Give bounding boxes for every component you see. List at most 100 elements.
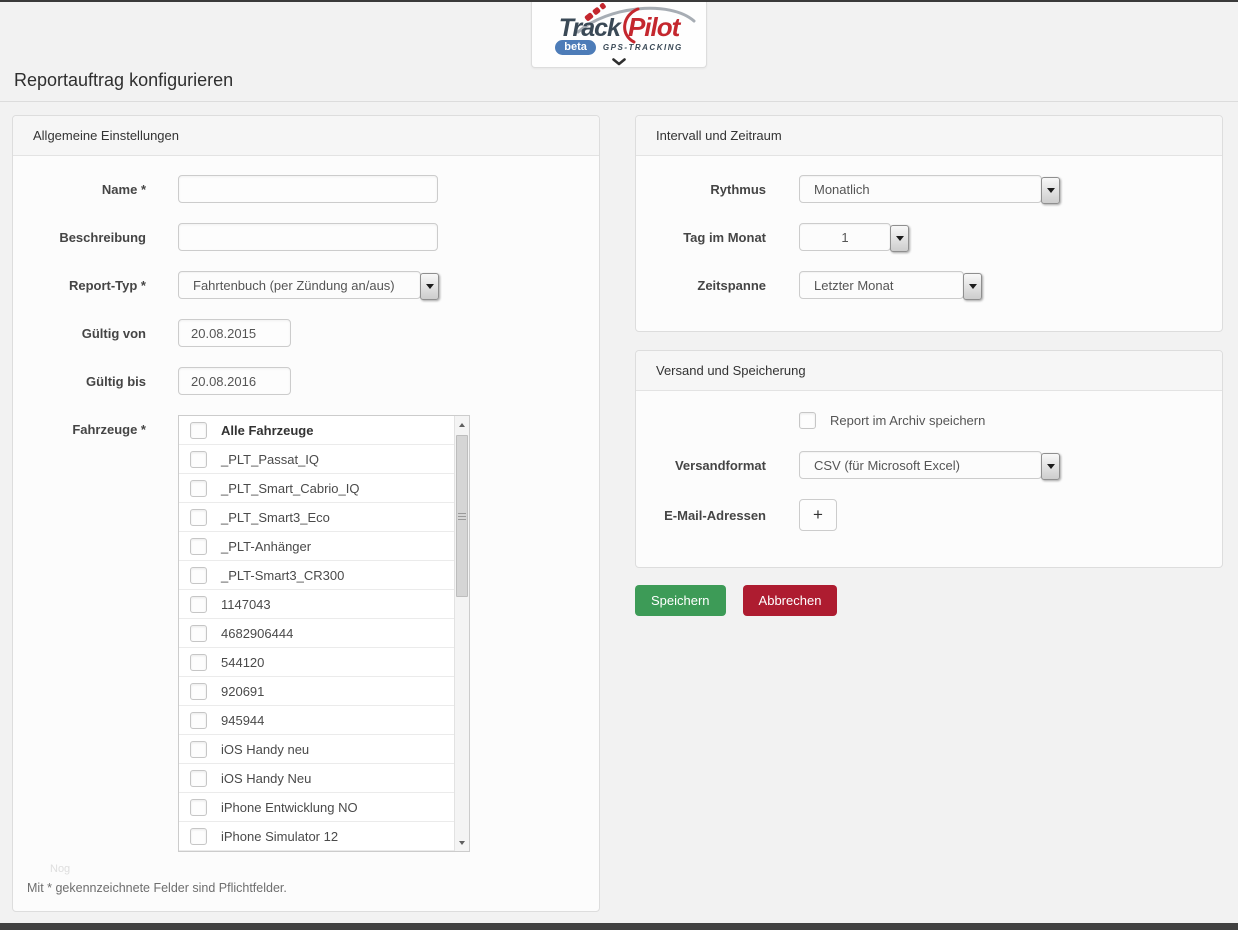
- gueltig-von-label: Gültig von: [81, 325, 146, 341]
- zeitspanne-value: Letzter Monat: [814, 277, 894, 293]
- vehicle-checkbox[interactable]: [190, 566, 207, 584]
- vehicle-checkbox[interactable]: [190, 479, 207, 497]
- logo-beta-badge: beta: [555, 40, 596, 55]
- versandformat-dropdown-arrow-icon[interactable]: [1041, 453, 1060, 480]
- vehicle-label: iOS Handy neu: [221, 741, 310, 757]
- logo-pilot-wrap: Pilot: [623, 7, 680, 44]
- scrollbar-thumb[interactable]: [456, 435, 468, 597]
- logo-subtitle: GPS-TRACKING: [602, 43, 683, 52]
- gueltig-bis-label: Gültig bis: [86, 373, 146, 389]
- report-typ-dropdown-arrow-icon[interactable]: [420, 273, 439, 300]
- vehicle-list: Alle Fahrzeuge _PLT_Passat_IQ _PLT_Smart…: [179, 416, 455, 851]
- report-typ-value: Fahrtenbuch (per Zündung an/aus): [193, 277, 395, 293]
- vehicle-row[interactable]: 920691: [179, 677, 455, 706]
- tag-im-monat-select[interactable]: 1: [799, 223, 909, 252]
- vehicle-row[interactable]: _PLT-Smart3_CR300: [179, 561, 455, 590]
- logo-track-text: Track: [558, 14, 621, 42]
- vehicle-row[interactable]: 945944: [179, 706, 455, 735]
- vehicle-listbox: Alle Fahrzeuge _PLT_Passat_IQ _PLT_Smart…: [178, 415, 470, 852]
- scroll-down-button[interactable]: [455, 834, 469, 851]
- vehicle-row[interactable]: Alle Fahrzeuge: [179, 416, 455, 445]
- vehicle-row[interactable]: 1147043: [179, 590, 455, 619]
- email-label: E-Mail-Adressen: [664, 507, 766, 523]
- tag-im-monat-dropdown-arrow-icon[interactable]: [890, 225, 909, 252]
- vehicle-checkbox[interactable]: [190, 624, 207, 642]
- vehicle-label: 1147043: [221, 596, 271, 612]
- vehicle-label: _PLT-Smart3_CR300: [221, 567, 345, 583]
- fahrzeuge-label: Fahrzeuge *: [72, 422, 146, 437]
- title-bar: Reportauftrag konfigurieren: [0, 64, 1238, 102]
- save-button[interactable]: Speichern: [635, 585, 726, 616]
- vehicle-checkbox[interactable]: [190, 653, 207, 671]
- rythmus-label: Rythmus: [710, 181, 766, 197]
- rythmus-dropdown-arrow-icon[interactable]: [1041, 177, 1060, 204]
- fahrzeuge-row: Fahrzeuge * Alle Fahrzeuge _PLT_Passat_I…: [13, 415, 599, 852]
- right-column: Intervall und Zeitraum Rythmus Monatlich…: [635, 115, 1223, 616]
- name-input[interactable]: [178, 175, 438, 203]
- scroll-up-button[interactable]: [455, 416, 469, 433]
- vehicle-checkbox[interactable]: [190, 769, 207, 787]
- vehicle-checkbox[interactable]: [190, 537, 207, 555]
- name-label: Name *: [101, 181, 146, 197]
- dispatch-panel-title: Versand und Speicherung: [636, 351, 1222, 391]
- zeitspanne-dropdown-arrow-icon[interactable]: [963, 273, 982, 300]
- bottom-border-bar: [0, 923, 1238, 930]
- general-settings-panel-title: Allgemeine Einstellungen: [13, 116, 599, 156]
- vehicle-checkbox[interactable]: [190, 508, 207, 526]
- vehicle-checkbox[interactable]: [190, 595, 207, 613]
- vehicle-label: 945944: [221, 712, 265, 728]
- zeitspanne-label: Zeitspanne: [697, 277, 766, 293]
- top-border-bar: [0, 0, 1238, 2]
- scroll-up-icon: [459, 422, 465, 427]
- vehicle-label: _PLT_Passat_IQ: [221, 451, 320, 467]
- vehicle-row[interactable]: _PLT_Smart_Cabrio_IQ: [179, 474, 455, 503]
- add-email-button[interactable]: +: [799, 499, 837, 531]
- name-row: Name *: [13, 175, 599, 203]
- rythmus-select[interactable]: Monatlich: [799, 175, 1060, 204]
- report-typ-row: Report-Typ * Fahrtenbuch (per Zündung an…: [13, 271, 599, 300]
- general-settings-panel: Allgemeine Einstellungen Name * Beschrei…: [12, 115, 600, 912]
- vehicle-checkbox[interactable]: [190, 827, 207, 845]
- vehicle-row[interactable]: iOS Handy Neu: [179, 764, 455, 793]
- chevron-down-icon[interactable]: [612, 58, 626, 66]
- vehicle-checkbox[interactable]: [190, 421, 207, 439]
- vehicle-row[interactable]: iOS Handy neu: [179, 735, 455, 764]
- zeitspanne-select[interactable]: Letzter Monat: [799, 271, 982, 300]
- vehicle-row[interactable]: _PLT_Smart3_Eco: [179, 503, 455, 532]
- gueltig-von-row: Gültig von: [13, 319, 599, 347]
- vehicle-row[interactable]: 4682906444: [179, 619, 455, 648]
- vehicle-row[interactable]: _PLT_Passat_IQ: [179, 445, 455, 474]
- vehicle-label: _PLT_Smart_Cabrio_IQ: [221, 480, 360, 496]
- vehicle-checkbox[interactable]: [190, 711, 207, 729]
- beschreibung-input[interactable]: [178, 223, 438, 251]
- logo: Track Pilot: [532, 7, 706, 44]
- report-typ-select[interactable]: Fahrtenbuch (per Zündung an/aus): [178, 271, 439, 300]
- versandformat-label: Versandformat: [674, 457, 766, 473]
- tag-im-monat-label: Tag im Monat: [683, 229, 766, 245]
- vehicle-checkbox[interactable]: [190, 798, 207, 816]
- versandformat-select[interactable]: CSV (für Microsoft Excel): [799, 451, 1060, 480]
- versandformat-value: CSV (für Microsoft Excel): [814, 457, 960, 473]
- interval-panel: Intervall und Zeitraum Rythmus Monatlich…: [635, 115, 1223, 332]
- gueltig-bis-input[interactable]: [178, 367, 291, 395]
- dispatch-panel: Versand und Speicherung Report im Archiv…: [635, 350, 1223, 568]
- archive-checkbox[interactable]: [799, 411, 816, 429]
- vehicle-row[interactable]: iPhone Simulator 12: [179, 822, 455, 851]
- beschreibung-label: Beschreibung: [59, 229, 146, 245]
- vehicle-list-scrollbar[interactable]: [454, 416, 469, 851]
- rythmus-value: Monatlich: [814, 181, 870, 197]
- scroll-down-icon: [459, 840, 465, 845]
- vehicle-row[interactable]: iPhone Entwicklung NO: [179, 793, 455, 822]
- gueltig-von-input[interactable]: [178, 319, 291, 347]
- logo-card[interactable]: Track Pilot beta GPS-TRACKING: [531, 2, 707, 68]
- faint-watermark-text: Nog: [50, 863, 71, 875]
- vehicle-checkbox[interactable]: [190, 740, 207, 758]
- cancel-button[interactable]: Abbrechen: [742, 585, 838, 616]
- vehicle-checkbox[interactable]: [190, 682, 207, 700]
- vehicle-label: Alle Fahrzeuge: [221, 422, 314, 438]
- vehicle-row[interactable]: _PLT-Anhänger: [179, 532, 455, 561]
- vehicle-row[interactable]: 544120: [179, 648, 455, 677]
- vehicle-label: 920691: [221, 683, 265, 699]
- vehicle-checkbox[interactable]: [190, 450, 207, 468]
- gueltig-bis-row: Gültig bis: [13, 367, 599, 395]
